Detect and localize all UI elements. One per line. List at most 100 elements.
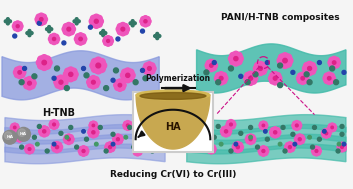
Circle shape bbox=[69, 125, 73, 129]
Circle shape bbox=[104, 86, 109, 91]
Circle shape bbox=[257, 69, 264, 76]
Circle shape bbox=[84, 73, 89, 78]
Circle shape bbox=[235, 142, 240, 146]
Circle shape bbox=[307, 67, 312, 70]
Circle shape bbox=[117, 29, 123, 35]
Circle shape bbox=[157, 148, 161, 152]
Circle shape bbox=[304, 72, 309, 77]
Circle shape bbox=[68, 135, 73, 139]
Circle shape bbox=[15, 135, 19, 139]
Circle shape bbox=[131, 22, 134, 25]
Circle shape bbox=[211, 149, 215, 153]
Circle shape bbox=[89, 128, 94, 132]
Circle shape bbox=[157, 123, 161, 127]
Circle shape bbox=[37, 21, 41, 25]
Circle shape bbox=[238, 147, 243, 152]
Circle shape bbox=[146, 131, 150, 136]
Circle shape bbox=[327, 79, 332, 84]
Circle shape bbox=[66, 134, 71, 139]
Circle shape bbox=[90, 15, 97, 22]
Polygon shape bbox=[5, 144, 165, 164]
Circle shape bbox=[270, 128, 275, 132]
Circle shape bbox=[20, 135, 25, 139]
Circle shape bbox=[233, 60, 239, 66]
Circle shape bbox=[329, 73, 334, 79]
Circle shape bbox=[94, 19, 98, 23]
Circle shape bbox=[49, 39, 54, 44]
Circle shape bbox=[89, 123, 93, 127]
Circle shape bbox=[78, 40, 83, 45]
Circle shape bbox=[291, 132, 295, 136]
Circle shape bbox=[52, 40, 56, 45]
Circle shape bbox=[10, 125, 14, 129]
Circle shape bbox=[234, 142, 238, 146]
Circle shape bbox=[329, 78, 334, 84]
Circle shape bbox=[109, 39, 113, 43]
Circle shape bbox=[195, 123, 198, 127]
Circle shape bbox=[335, 60, 340, 65]
Circle shape bbox=[64, 137, 68, 142]
Circle shape bbox=[334, 80, 339, 85]
Circle shape bbox=[52, 142, 57, 147]
Circle shape bbox=[44, 62, 51, 69]
Circle shape bbox=[315, 150, 318, 152]
Circle shape bbox=[120, 72, 127, 79]
Circle shape bbox=[140, 29, 144, 33]
Circle shape bbox=[234, 57, 238, 61]
Circle shape bbox=[67, 138, 70, 141]
Circle shape bbox=[110, 143, 114, 147]
Circle shape bbox=[36, 19, 42, 25]
Circle shape bbox=[322, 129, 327, 134]
Circle shape bbox=[324, 78, 330, 84]
Circle shape bbox=[50, 28, 53, 31]
Circle shape bbox=[90, 62, 97, 69]
Circle shape bbox=[146, 19, 151, 24]
Circle shape bbox=[91, 59, 98, 66]
Circle shape bbox=[157, 128, 161, 132]
Circle shape bbox=[132, 145, 136, 149]
Circle shape bbox=[307, 80, 312, 85]
Circle shape bbox=[28, 34, 31, 37]
Circle shape bbox=[212, 63, 217, 68]
Circle shape bbox=[258, 67, 262, 70]
Circle shape bbox=[59, 80, 63, 84]
Circle shape bbox=[216, 125, 220, 128]
Circle shape bbox=[87, 79, 92, 85]
Circle shape bbox=[65, 136, 68, 139]
Circle shape bbox=[329, 127, 333, 131]
Circle shape bbox=[200, 136, 203, 139]
Circle shape bbox=[295, 139, 300, 144]
Circle shape bbox=[125, 68, 131, 74]
Circle shape bbox=[249, 125, 253, 129]
Circle shape bbox=[141, 17, 146, 22]
Circle shape bbox=[48, 30, 50, 33]
Circle shape bbox=[290, 147, 294, 152]
Circle shape bbox=[29, 145, 34, 149]
Circle shape bbox=[93, 128, 98, 132]
Circle shape bbox=[122, 29, 128, 35]
Circle shape bbox=[17, 26, 22, 31]
Circle shape bbox=[275, 73, 281, 79]
Circle shape bbox=[306, 61, 313, 68]
Circle shape bbox=[197, 125, 201, 129]
Circle shape bbox=[93, 14, 100, 20]
Circle shape bbox=[133, 80, 138, 85]
Circle shape bbox=[196, 124, 200, 128]
Circle shape bbox=[293, 121, 297, 126]
Circle shape bbox=[285, 145, 289, 149]
Circle shape bbox=[278, 63, 282, 68]
Circle shape bbox=[342, 70, 346, 74]
Circle shape bbox=[127, 125, 132, 130]
Circle shape bbox=[18, 136, 21, 139]
Circle shape bbox=[227, 124, 231, 129]
Circle shape bbox=[297, 125, 301, 130]
Circle shape bbox=[140, 19, 145, 24]
Circle shape bbox=[14, 127, 18, 131]
Circle shape bbox=[144, 20, 147, 23]
Circle shape bbox=[102, 32, 104, 34]
Circle shape bbox=[18, 24, 23, 29]
Circle shape bbox=[154, 145, 158, 149]
Circle shape bbox=[235, 58, 242, 65]
Circle shape bbox=[95, 142, 98, 146]
Circle shape bbox=[155, 143, 160, 147]
